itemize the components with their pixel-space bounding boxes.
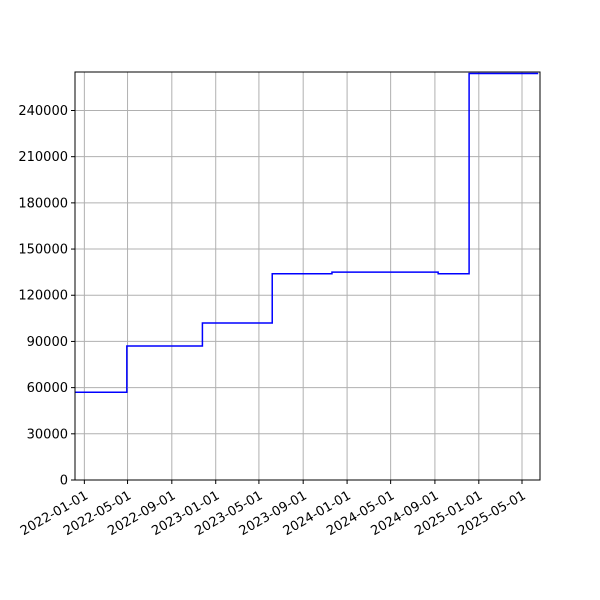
- y-tick-label: 120000: [18, 289, 68, 304]
- y-tick-labels: 0 30000 60000 90000 120000 150000 180000 210000…: [18, 104, 68, 489]
- y-tick-label: 210000: [18, 150, 68, 165]
- plot-frame: [74, 71, 541, 481]
- y-tick-label: 180000: [18, 196, 68, 211]
- y-tick-label: 0: [60, 474, 68, 489]
- grid: [75, 72, 540, 481]
- y-tick-label: 90000: [27, 335, 68, 350]
- x-tick-labels: 2022-01-012022-05-012022-09-012023-01-01…: [18, 488, 529, 539]
- series-layer: [75, 72, 539, 393]
- series-line: [75, 72, 539, 393]
- y-tick-label: 60000: [27, 381, 68, 396]
- y-tick-label: 150000: [18, 243, 68, 258]
- tick-marks: [71, 109, 523, 484]
- y-tick-label: 30000: [27, 427, 68, 442]
- y-tick-label: 240000: [18, 104, 68, 119]
